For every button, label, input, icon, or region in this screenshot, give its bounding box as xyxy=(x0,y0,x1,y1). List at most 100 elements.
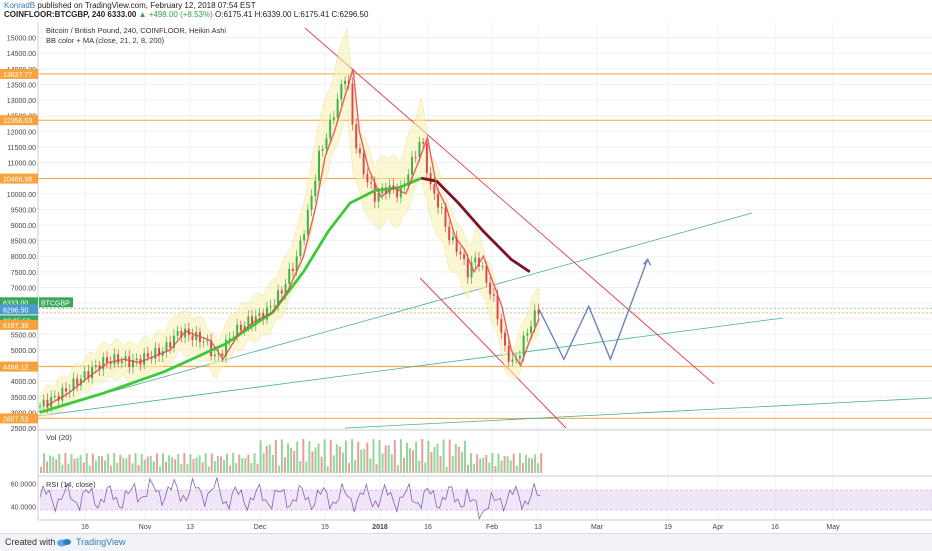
volume-bar xyxy=(235,463,238,473)
candle-body xyxy=(291,268,294,271)
candle-body xyxy=(135,358,138,360)
y-tick-label: 12000.00 xyxy=(7,129,36,136)
price-change: ▲ +498.00 (+8.53%) xyxy=(138,10,213,19)
volume-bar xyxy=(332,455,335,473)
volume-bar xyxy=(189,454,192,473)
volume-bar xyxy=(125,458,128,473)
y-tick-label: 8000.00 xyxy=(11,254,36,261)
volume-bar xyxy=(97,456,100,473)
volume-bar xyxy=(296,441,299,473)
candle-body xyxy=(243,325,246,331)
ma200-line xyxy=(39,176,422,414)
price-axis-bg xyxy=(0,22,38,520)
chart-title: Bitcoin / British Pound, 240, COINFLOOR,… xyxy=(46,26,226,35)
volume-bar xyxy=(110,465,113,473)
candle-body xyxy=(72,378,75,391)
candle-body xyxy=(362,153,365,174)
rsi-tick-label: 60.0000 xyxy=(11,482,36,489)
volume-bar xyxy=(158,466,161,473)
chart-subtitle: BB color + MA (close, 21, 2, 8, 200) xyxy=(46,36,165,45)
volume-bar xyxy=(305,461,308,473)
rsi-label: RSI (14, close) xyxy=(46,480,96,489)
candle-body xyxy=(384,187,387,195)
volume-bar xyxy=(463,440,466,473)
volume-bar xyxy=(451,455,454,473)
x-tick-label: May xyxy=(826,524,840,531)
volume-bar xyxy=(439,456,442,473)
volume-bar xyxy=(485,454,488,473)
author-link[interactable]: KonradB xyxy=(4,1,36,10)
volume-bar xyxy=(430,451,433,473)
candle-body xyxy=(511,359,514,362)
candle-body xyxy=(109,362,112,365)
y-tick-label: 8500.00 xyxy=(11,239,36,246)
candle-body xyxy=(265,307,268,320)
candle-body xyxy=(437,193,440,208)
volume-bar xyxy=(396,465,399,473)
chart-canvas[interactable]: 15000.0014500.0014000.0013500.0013000.00… xyxy=(0,0,932,533)
candle-body xyxy=(269,306,272,308)
candle-body xyxy=(310,195,313,210)
candle-body xyxy=(418,142,421,158)
y-tick-label: 11000.00 xyxy=(7,161,36,168)
candle-body xyxy=(507,345,510,362)
candle-body xyxy=(251,316,254,325)
candle-body xyxy=(128,356,131,368)
candle-body xyxy=(102,357,105,370)
candle-body xyxy=(306,209,309,235)
ma200-line-declining xyxy=(421,176,531,274)
tradingview-link[interactable]: TradingView xyxy=(76,537,126,547)
volume-bar xyxy=(210,453,213,473)
volume-bar xyxy=(457,446,460,473)
candle-body xyxy=(451,236,454,241)
volume-bar xyxy=(122,457,125,473)
candle-body xyxy=(407,174,410,184)
volume-bar xyxy=(186,464,189,473)
volume-bar xyxy=(64,453,67,473)
candle-body xyxy=(213,354,216,357)
volume-bar xyxy=(61,464,64,473)
forecast-path xyxy=(538,258,652,362)
volume-bar xyxy=(448,439,451,473)
candle-body xyxy=(225,339,227,356)
volume-bar xyxy=(177,454,180,473)
y-tick-label: 13000.00 xyxy=(7,98,36,105)
price-axis: 15000.0014500.0014000.0013500.0013000.00… xyxy=(0,22,73,520)
level-tag-label: 13837.77 xyxy=(3,72,32,79)
tradingview-logo-icon xyxy=(56,537,72,549)
volume-bar xyxy=(250,463,253,473)
y-tick-label: 14500.00 xyxy=(7,51,36,58)
volume-bar xyxy=(149,455,152,473)
symbol-tag xyxy=(39,297,73,308)
candle-body xyxy=(124,356,127,361)
volume-bar xyxy=(528,457,530,473)
candle-body xyxy=(176,330,179,336)
publish-line: KonradB published on TradingView.com, Fe… xyxy=(4,1,256,10)
volume-bar xyxy=(393,440,396,473)
candle-body xyxy=(284,284,287,294)
volume-bar xyxy=(460,452,463,473)
volume-bar xyxy=(104,460,107,473)
candle-body xyxy=(180,330,183,338)
candle-body xyxy=(65,388,68,392)
volume-bar xyxy=(506,456,509,473)
candle-body xyxy=(113,354,116,365)
candle-body xyxy=(288,268,291,285)
volume-bar xyxy=(174,459,177,473)
volume-bar xyxy=(232,453,235,473)
volume-bar xyxy=(107,453,110,473)
x-tick-label: 16 xyxy=(81,524,89,531)
candle-body xyxy=(247,316,250,326)
volume-bar xyxy=(134,453,137,473)
volume-bar xyxy=(348,463,351,473)
volume-bar xyxy=(500,460,503,473)
level-tag xyxy=(0,173,38,184)
volume-bar xyxy=(82,462,85,473)
volume-bar xyxy=(146,456,149,473)
volume-bar xyxy=(259,440,262,473)
volume-bar xyxy=(67,463,70,473)
created-with-text: Created with xyxy=(5,537,56,547)
lower-panels xyxy=(38,429,932,521)
price-tag-label: 6296.50 xyxy=(3,307,28,314)
volume-bar xyxy=(213,460,216,473)
